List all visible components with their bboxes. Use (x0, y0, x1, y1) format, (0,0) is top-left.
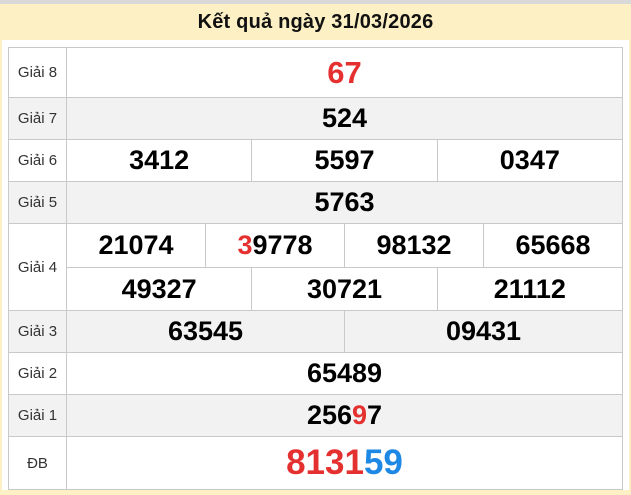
prize-label: Giải 5 (9, 182, 67, 223)
prize-subrow: 256 9 7 (67, 395, 622, 436)
result-number-segment: 8131 (286, 443, 364, 482)
results-panel: Giải 8 67 Giải 7 524 Giải 6 3412 5597 0347 Giải … (2, 40, 629, 490)
result-number-segment: 30721 (306, 273, 383, 304)
result-number: 09431 (344, 311, 622, 352)
results-header: Kết quả ngày 31/03/2026 (0, 4, 631, 40)
result-number-segment: 5763 (314, 187, 375, 217)
prize-values: 3412 5597 0347 (67, 140, 622, 181)
prize-values: 256 9 7 (67, 395, 622, 436)
prize-label: Giải 1 (9, 395, 67, 436)
result-number: 3 9778 (205, 224, 344, 267)
prize-label: ĐB (9, 437, 67, 489)
result-number-segment: 3412 (129, 145, 190, 175)
result-number-segment: 09431 (445, 316, 522, 346)
results-title: Kết quả ngày 31/03/2026 (197, 10, 434, 33)
result-number-segment: 21074 (98, 230, 174, 260)
prize-row: Giải 7 524 (9, 97, 622, 139)
result-number-segment: 65489 (306, 358, 383, 388)
prize-values: 65489 (67, 353, 622, 394)
result-number: 5597 (251, 140, 436, 181)
results-table: Giải 8 67 Giải 7 524 Giải 6 3412 5597 0347 Giải … (8, 47, 623, 490)
prize-row: ĐB 8131 59 (9, 436, 622, 489)
result-number: 65668 (483, 224, 622, 267)
result-number-segment: 9778 (252, 230, 313, 260)
result-number: 524 (67, 98, 622, 139)
prize-row: Giải 2 65489 (9, 352, 622, 394)
prize-label: Giải 7 (9, 98, 67, 139)
result-number-segment: 63545 (167, 316, 244, 346)
prize-subrow: 49327 30721 21112 (67, 267, 622, 310)
result-number-segment: 524 (321, 103, 368, 133)
result-number-segment: 0347 (499, 145, 560, 175)
result-number: 63545 (67, 311, 344, 352)
result-number: 67 (67, 48, 622, 97)
page-top-edge (0, 0, 631, 4)
result-number: 0347 (436, 140, 622, 181)
result-number-segment: 49327 (121, 273, 197, 304)
result-number-segment: 65668 (515, 230, 591, 260)
prize-subrow: 3412 5597 0347 (67, 140, 622, 181)
result-number: 65489 (67, 353, 622, 394)
result-number: 8131 59 (67, 437, 622, 489)
result-number: 30721 (251, 268, 436, 310)
result-number-segment: 9 (352, 400, 368, 430)
prize-label: Giải 4 (9, 224, 67, 310)
result-number-segment: 5597 (314, 145, 375, 175)
prize-values: 63545 09431 (67, 311, 622, 352)
prize-row: Giải 3 63545 09431 (9, 310, 622, 352)
result-number-segment: 21112 (493, 273, 566, 304)
result-number-segment: 98132 (376, 230, 452, 260)
prize-subrow: 63545 09431 (67, 311, 622, 352)
result-number: 3412 (67, 140, 251, 181)
prize-label: Giải 2 (9, 353, 67, 394)
result-number-segment: 3 (237, 230, 253, 260)
prize-label: Giải 6 (9, 140, 67, 181)
prize-subrow: 5763 (67, 182, 622, 223)
prize-row: Giải 8 67 (9, 48, 622, 97)
result-number-segment: 59 (363, 443, 403, 482)
result-number-segment: 256 (306, 400, 352, 430)
result-number-segment: 67 (327, 54, 362, 90)
prize-row: Giải 6 3412 5597 0347 (9, 139, 622, 181)
result-number: 256 9 7 (67, 395, 622, 436)
result-number: 49327 (67, 268, 251, 310)
result-number: 5763 (67, 182, 622, 223)
prize-label: Giải 8 (9, 48, 67, 97)
prize-values: 21074 3 9778 98132 65668 49327 30721 21112 (67, 224, 622, 310)
prize-values: 8131 59 (67, 437, 622, 489)
prize-subrow: 524 (67, 98, 622, 139)
prize-label: Giải 3 (9, 311, 67, 352)
prize-values: 524 (67, 98, 622, 139)
result-number-segment: 7 (367, 400, 383, 430)
result-number: 21112 (436, 268, 622, 310)
prize-values: 5763 (67, 182, 622, 223)
prize-subrow: 21074 3 9778 98132 65668 (67, 224, 622, 267)
prize-subrow: 8131 59 (67, 437, 622, 489)
prize-row: Giải 5 5763 (9, 181, 622, 223)
prize-row: Giải 4 21074 3 9778 98132 65668 49327 30721 2111… (9, 223, 622, 310)
result-number: 98132 (344, 224, 483, 267)
prize-values: 67 (67, 48, 622, 97)
result-number: 21074 (67, 224, 205, 267)
prize-subrow: 65489 (67, 353, 622, 394)
prize-row: Giải 1 256 9 7 (9, 394, 622, 436)
prize-subrow: 67 (67, 48, 622, 97)
